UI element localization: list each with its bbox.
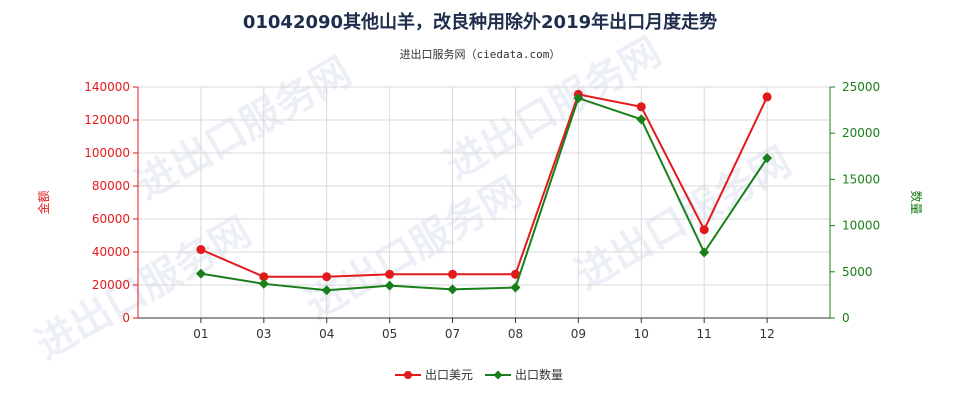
x-tick-label: 05 (382, 327, 397, 341)
data-point-value (636, 102, 646, 112)
data-point-value (259, 272, 269, 282)
y-tick-left-label: 80000 (92, 179, 130, 193)
data-point-quantity (636, 114, 647, 125)
data-point-quantity (195, 268, 206, 279)
x-tick-label: 03 (256, 327, 271, 341)
y-tick-right-label: 25000 (842, 80, 880, 94)
series-layer (195, 89, 773, 296)
data-point-quantity (258, 278, 269, 289)
chart-subtitle: 进出口服务网（ciedata.com） (400, 47, 561, 61)
data-point-quantity (699, 247, 710, 258)
data-point-value (699, 225, 709, 235)
x-tick-label: 11 (697, 327, 712, 341)
x-tick-label: 09 (571, 327, 586, 341)
data-point-value (762, 92, 772, 102)
data-point-quantity (384, 280, 395, 291)
legend-label: 出口数量 (515, 367, 563, 382)
data-point-quantity (510, 282, 521, 293)
y-tick-right-label: 20000 (842, 126, 880, 140)
x-tick-label: 12 (759, 327, 774, 341)
y-tick-left-label: 40000 (92, 245, 130, 259)
watermark-text: 进出口服务网 (298, 169, 529, 329)
y-tick-left-label: 60000 (92, 212, 130, 226)
legend: 出口美元 出口数量 (395, 367, 563, 382)
legend-marker (404, 371, 412, 379)
y-tick-right-label: 0 (842, 311, 850, 325)
x-tick-label: 08 (508, 327, 523, 341)
y-tick-left-label: 120000 (84, 113, 130, 127)
y-tick-left-label: 140000 (84, 80, 130, 94)
x-tick-label: 01 (193, 327, 208, 341)
watermark-text: 进出口服务网 (28, 209, 259, 369)
watermark-text: 进出口服务网 (128, 49, 359, 209)
data-point-quantity (573, 93, 584, 104)
data-point-quantity (762, 153, 773, 164)
y-tick-left-label: 20000 (92, 278, 130, 292)
data-point-value (448, 269, 458, 279)
series-line-value (200, 93, 768, 278)
x-tick-label: 07 (445, 327, 460, 341)
x-tick-label: 04 (319, 327, 334, 341)
data-point-value (322, 272, 332, 282)
y-tick-left-label: 0 (122, 311, 130, 325)
data-point-value (385, 269, 395, 279)
y-tick-right-label: 15000 (842, 172, 880, 186)
y-axis-left-title: 金额 (36, 190, 51, 214)
y-tick-right-label: 10000 (842, 219, 880, 233)
y-tick-left-label: 100000 (84, 146, 130, 160)
chart-title: 01042090其他山羊，改良种用除外2019年出口月度走势 (243, 11, 717, 33)
data-point-value (196, 245, 206, 255)
data-point-value (510, 269, 520, 279)
axes: 0200004000060000800001000001200001400000… (84, 80, 880, 341)
y-tick-right-label: 5000 (842, 265, 873, 279)
y-axis-right-title: 数量 (909, 190, 924, 214)
data-point-quantity (447, 284, 458, 295)
x-tick-label: 10 (634, 327, 649, 341)
series-line-quantity (200, 96, 768, 292)
legend-label: 出口美元 (425, 368, 473, 382)
legend-marker (493, 370, 503, 380)
data-point-quantity (321, 285, 332, 296)
